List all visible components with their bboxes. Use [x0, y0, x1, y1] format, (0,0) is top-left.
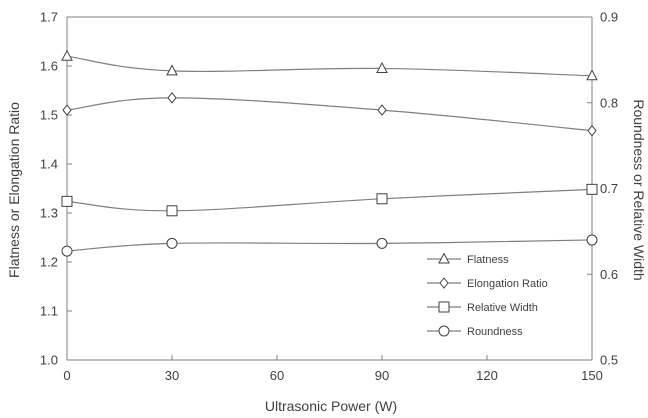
flatness-point	[376, 61, 388, 73]
roundness-point	[586, 234, 598, 246]
legend-marker-relative-width	[438, 301, 450, 313]
roundness-point	[166, 237, 178, 249]
legend-marker-roundness	[438, 325, 450, 337]
flatness-point	[166, 64, 178, 76]
elongation-ratio-point	[377, 104, 387, 116]
left-y-tick-label: 1.2	[40, 255, 58, 270]
roundness-point	[376, 237, 388, 249]
x-tick-label: 120	[476, 368, 498, 383]
elongation-ratio-point	[62, 104, 72, 116]
legend-marker-flatness	[438, 252, 450, 264]
x-tick-label: 0	[63, 368, 70, 383]
left-y-tick-label: 1.1	[40, 304, 58, 319]
flatness-line	[66, 55, 593, 77]
x-tick-label: 30	[165, 368, 179, 383]
legend-label-relative-width: Relative Width	[467, 302, 538, 314]
x-axis-title: Ultrasonic Power (W)	[265, 398, 397, 414]
legend: Flatness Elongation Ratio Relative Width Ro…	[427, 252, 548, 338]
elongation-ratio-line	[66, 97, 593, 132]
roundness-point	[61, 245, 73, 257]
relative-width-point	[166, 205, 178, 217]
left-y-tick-label: 1.5	[40, 108, 58, 123]
relative-width-point	[61, 195, 73, 207]
relative-width-line	[66, 188, 593, 212]
right-y-tick-label: 0.7	[600, 181, 618, 196]
left-y-tick-label: 1.6	[40, 59, 58, 74]
left-y-axis-title: Flatness or Elongation Ratio	[6, 102, 22, 278]
flatness-point	[61, 49, 73, 61]
legend-label-elongation-ratio: Elongation Ratio	[467, 278, 548, 290]
left-y-tick-label: 1.4	[40, 157, 58, 172]
x-tick-label: 60	[270, 368, 284, 383]
roundness-line	[66, 239, 593, 252]
x-tick-label: 90	[375, 368, 389, 383]
right-y-tick-label: 0.8	[600, 95, 618, 110]
legend-marker-elongation-ratio	[439, 277, 449, 289]
legend-label-flatness: Flatness	[467, 254, 509, 266]
x-tick-label: 150	[581, 368, 603, 383]
left-y-tick-label: 1.7	[40, 10, 58, 25]
ticks: 1.0 1.1 1.2 1.3 1.4 1.5 1.6 1.7 0.5 0.6 0.7 0.8 0.9 0…	[40, 10, 618, 384]
relative-width-point	[586, 183, 598, 195]
relative-width-point	[376, 193, 388, 205]
elongation-ratio-point	[587, 124, 597, 137]
right-y-tick-label: 0.5	[600, 353, 618, 368]
left-y-tick-label: 1.3	[40, 206, 58, 221]
right-y-tick-label: 0.6	[600, 267, 618, 282]
elongation-ratio-point	[167, 92, 177, 104]
right-y-tick-label: 0.9	[600, 10, 618, 25]
flatness-point	[586, 69, 598, 81]
legend-label-roundness: Roundness	[467, 326, 523, 338]
left-y-tick-label: 1.0	[40, 353, 58, 368]
series-group	[61, 49, 598, 257]
right-y-axis-title: Roundness or Relative Width	[631, 99, 647, 280]
